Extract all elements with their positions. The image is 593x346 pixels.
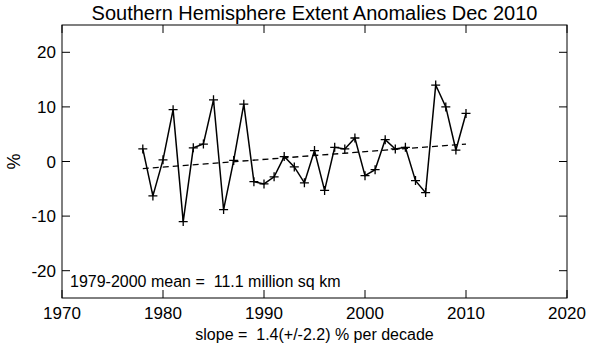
background	[0, 0, 593, 346]
y-tick-label: -20	[31, 262, 56, 281]
point-marker	[300, 178, 309, 187]
y-tick	[62, 52, 70, 53]
point-marker	[411, 176, 420, 185]
point-marker	[270, 172, 279, 181]
point-marker	[320, 186, 329, 195]
point-marker	[179, 217, 188, 226]
y-tick	[62, 216, 70, 217]
y-tick	[62, 161, 70, 162]
x-tick-top	[264, 25, 265, 33]
x-tick	[163, 290, 164, 298]
title: Southern Hemisphere Extent Anomalies Dec…	[92, 2, 538, 24]
x-tick-top	[163, 25, 164, 33]
x-tick-label: 2020	[548, 304, 586, 323]
point-marker	[290, 162, 299, 171]
point-marker	[310, 146, 319, 155]
plot-frame	[62, 25, 567, 298]
x-tick-top	[466, 25, 467, 33]
x-axis-label: slope = 1.4(+/-2.2) % per decade	[195, 326, 433, 343]
x-tick	[62, 290, 63, 298]
point-marker	[340, 144, 349, 153]
point-marker	[381, 135, 390, 144]
point-marker	[441, 102, 450, 111]
x-tick	[466, 290, 467, 298]
annotation: 1979-2000 mean = 11.1 million sq km	[70, 273, 341, 290]
point-marker	[330, 143, 339, 152]
point-marker	[229, 156, 238, 165]
y-tick-right	[559, 216, 567, 217]
point-marker	[138, 144, 147, 153]
point-marker	[280, 152, 289, 161]
point-marker	[462, 109, 471, 118]
point-marker	[209, 95, 218, 104]
y-tick-right	[559, 270, 567, 271]
point-marker	[219, 205, 228, 214]
point-marker	[199, 140, 208, 149]
point-marker	[260, 179, 269, 188]
point-marker	[239, 100, 248, 109]
y-axis-label: %	[4, 153, 24, 169]
y-tick-label: 10	[37, 98, 56, 117]
y-tick-right	[559, 161, 567, 162]
point-marker	[189, 143, 198, 152]
x-tick-top	[62, 25, 63, 33]
point-marker	[249, 177, 258, 186]
point-marker	[431, 81, 440, 90]
point-marker	[421, 188, 430, 197]
point-marker	[391, 144, 400, 153]
point-marker	[159, 155, 168, 164]
x-tick	[567, 290, 568, 298]
point-marker	[371, 165, 380, 174]
point-marker	[350, 134, 359, 143]
data-layer	[138, 81, 470, 227]
point-marker	[361, 171, 370, 180]
series-line	[143, 85, 466, 222]
y-tick	[62, 270, 70, 271]
x-tick-label: 1970	[43, 304, 81, 323]
x-tick-top	[567, 25, 568, 33]
x-tick	[365, 290, 366, 298]
x-tick-top	[365, 25, 366, 33]
x-tick-label: 1980	[144, 304, 182, 323]
y-tick-label: 20	[37, 43, 56, 62]
y-tick	[62, 106, 70, 107]
chart: 1970 1980 1990 2000 2010 2020 -20 -10 0 10 20 South…	[0, 0, 593, 346]
point-marker	[169, 105, 178, 114]
x-tick-label: 2010	[447, 304, 485, 323]
x-tick-label: 2000	[346, 304, 384, 323]
y-tick-right	[559, 106, 567, 107]
point-marker	[148, 191, 157, 200]
y-tick-label: 0	[47, 153, 56, 172]
x-tick	[264, 290, 265, 298]
y-tick-right	[559, 52, 567, 53]
point-marker	[401, 143, 410, 152]
y-tick-label: -10	[31, 207, 56, 226]
point-marker	[451, 146, 460, 155]
x-tick-label: 1990	[245, 304, 283, 323]
